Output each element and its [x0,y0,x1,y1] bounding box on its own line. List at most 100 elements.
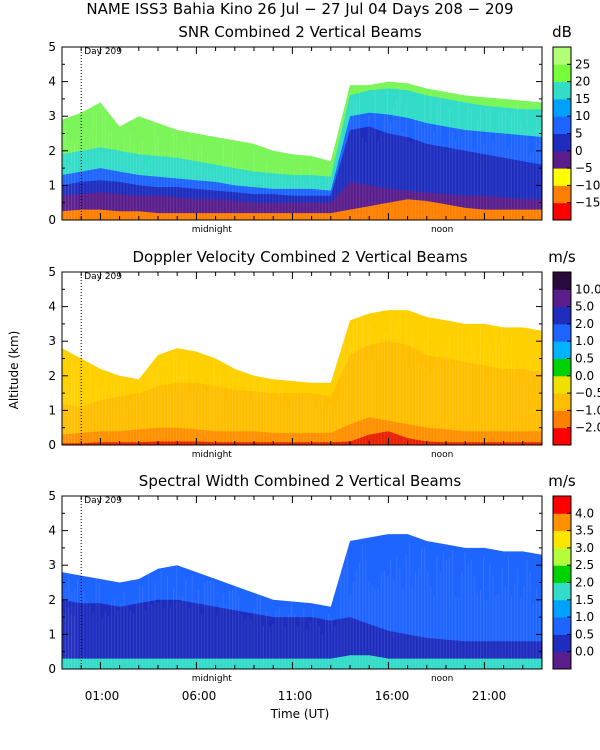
colorbar-segment [553,202,571,221]
colorbar-segment [553,64,571,83]
day-marker-label: Day 209 [84,496,122,506]
panel-doppler-velocity: Doppler Velocity Combined 2 Vertical Bea… [48,248,600,460]
y-tick-label: 3 [48,558,56,572]
time-tick-label: 06:00 [182,689,217,703]
figure-title: NAME ISS3 Bahia Kino 26 Jul − 27 Jul 04 … [86,0,513,18]
panel-title: SNR Combined 2 Vertical Beams [178,23,421,41]
y-tick-label: 3 [48,109,56,123]
colorbar-segment [553,410,571,429]
colorbar-segment [553,599,571,618]
colorbar-label: −2.0 [575,421,600,435]
colorbar-label: −10 [575,178,600,192]
colorbar-label: 3.0 [575,541,594,555]
colorbar-segment [553,617,571,635]
y-tick-label: 0 [48,662,56,676]
y-tick-label: 0 [48,438,56,452]
colorbar-segment [553,81,571,100]
colorbar-label: 1.5 [575,593,594,607]
day-marker-label: Day 209 [84,272,122,282]
colorbar-label: −15 [575,196,600,210]
data-layer-5 [62,199,542,220]
colorbar-label: 20 [575,75,590,89]
time-tick-label: 16:00 [375,689,410,703]
colorbar-label: 3.5 [575,524,594,538]
colorbar-label: 2.0 [575,576,594,590]
colorbar-segment [553,116,571,134]
noon-marker: noon [431,450,453,460]
midnight-marker: midnight [192,225,233,235]
colorbar-segment [553,133,571,152]
colorbar-label: 5.0 [575,300,594,314]
y-tick-label: 5 [48,40,56,54]
colorbar-segment [553,98,571,117]
colorbar-segment [553,547,571,566]
data-layer-1 [62,599,542,669]
colorbar-segment [553,323,571,342]
colorbar-label: 0.5 [575,627,594,641]
noon-marker: noon [431,225,453,235]
colorbar-segment [553,47,571,65]
noon-marker: noon [431,674,453,684]
day-marker-label: Day 209 [84,47,122,57]
panel-spectral-width: Spectral Width Combined 2 Vertical Beams… [48,472,594,684]
colorbar-label: 0.0 [575,645,594,659]
colorbar-label: 4.0 [575,506,594,520]
y-tick-label: 2 [48,369,56,383]
colorbar-label: 25 [575,57,590,71]
data-layer-3 [62,431,542,445]
colorbar-segment [553,289,571,308]
panel-title: Doppler Velocity Combined 2 Vertical Bea… [132,248,467,266]
colorbar-units: m/s [548,248,576,266]
panel-title: Spectral Width Combined 2 Vertical Beams [139,472,462,490]
panel-snr: SNR Combined 2 Vertical Beams dB 0 1 2 3 4 5 Day… [48,23,600,235]
colorbar-label: 1.0 [575,334,594,348]
midnight-marker: midnight [192,450,233,460]
colorbar-label: 0.0 [575,369,594,383]
data-layers [62,81,542,220]
colorbar-segment [553,272,571,290]
colorbar-segment [553,358,571,377]
colorbar-label: 5 [575,127,583,141]
y-tick-label: 0 [48,213,56,227]
colorbar-segment [553,496,571,514]
colorbar-label: 1.0 [575,610,594,624]
time-tick-labels: 01:00 06:00 11:00 16:00 21:00 [85,689,507,703]
colorbar-segment [553,375,571,394]
data-layer-1 [62,341,542,445]
colorbar-segment [553,651,571,670]
colorbar-label: 10.0 [575,282,600,296]
midnight-marker: midnight [192,674,233,684]
y-tick-label: 4 [48,75,56,89]
y-tick-label: 1 [48,403,56,417]
colorbar-segment [553,582,571,601]
y-tick-label: 5 [48,489,56,503]
colorbar-label: −5 [575,161,593,175]
data-layers [62,310,542,445]
y-tick-label: 5 [48,265,56,279]
data-layer-2 [62,417,542,445]
colorbar-label: −1.0 [575,403,600,417]
colorbar-label: 2.0 [575,317,594,331]
time-tick-label: 11:00 [278,689,313,703]
y-tick-label: 4 [48,300,56,314]
colorbar-units: dB [552,23,572,41]
colorbar-segment [553,185,571,204]
colorbar-segment [553,427,571,446]
colorbar-segment [553,341,571,359]
x-axis-label: Time (UT) [270,707,330,721]
colorbar-segment [553,513,571,532]
colorbar-units: m/s [548,472,576,490]
colorbar-segment [553,150,571,169]
colorbar-label: 0.5 [575,352,594,366]
colorbar-segment [553,530,571,549]
y-tick-label: 1 [48,178,56,192]
y-tick-label: 4 [48,524,56,538]
colorbar-segment [553,393,571,411]
time-tick-label: 01:00 [85,689,120,703]
colorbar-label: 2.5 [575,558,594,572]
data-layers [62,534,542,669]
colorbar-segment [553,306,571,325]
y-axis-label: Altitude (km) [7,331,21,410]
y-tick-label: 3 [48,334,56,348]
